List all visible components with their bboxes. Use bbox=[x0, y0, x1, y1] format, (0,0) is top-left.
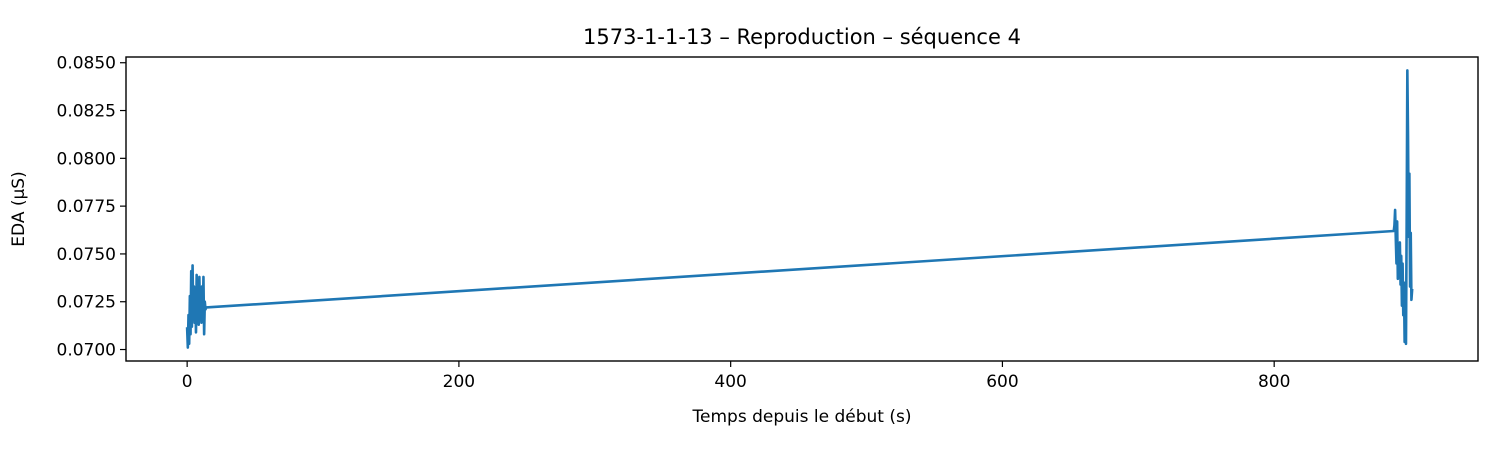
y-tick-label: 0.0700 bbox=[57, 341, 116, 361]
x-tick-label: 200 bbox=[443, 372, 475, 392]
plot-area bbox=[185, 69, 1414, 349]
series-line-0 bbox=[185, 69, 1414, 349]
y-tick-label: 0.0750 bbox=[57, 245, 116, 265]
x-tick-label: 400 bbox=[714, 372, 746, 392]
x-axis: 0 200 400 600 800 bbox=[182, 361, 1290, 392]
x-axis-label: Temps depuis le début (s) bbox=[692, 407, 912, 427]
y-tick-label: 0.0800 bbox=[57, 149, 116, 169]
chart-title: 1573-1-1-13 – Reproduction – séquence 4 bbox=[583, 25, 1021, 49]
y-axis: 0.0700 0.0725 0.0750 0.0775 0.0800 0.0825 0.08… bbox=[57, 54, 126, 361]
y-tick-label: 0.0825 bbox=[57, 102, 116, 122]
y-tick-label: 0.0775 bbox=[57, 197, 116, 217]
x-tick-label: 600 bbox=[986, 372, 1018, 392]
y-tick-label: 0.0850 bbox=[57, 54, 116, 74]
y-axis-label: EDA (µS) bbox=[9, 171, 29, 246]
x-tick-label: 0 bbox=[182, 372, 193, 392]
plot-frame bbox=[125, 56, 1479, 362]
y-tick-label: 0.0725 bbox=[57, 293, 116, 313]
x-tick-label: 800 bbox=[1258, 372, 1290, 392]
